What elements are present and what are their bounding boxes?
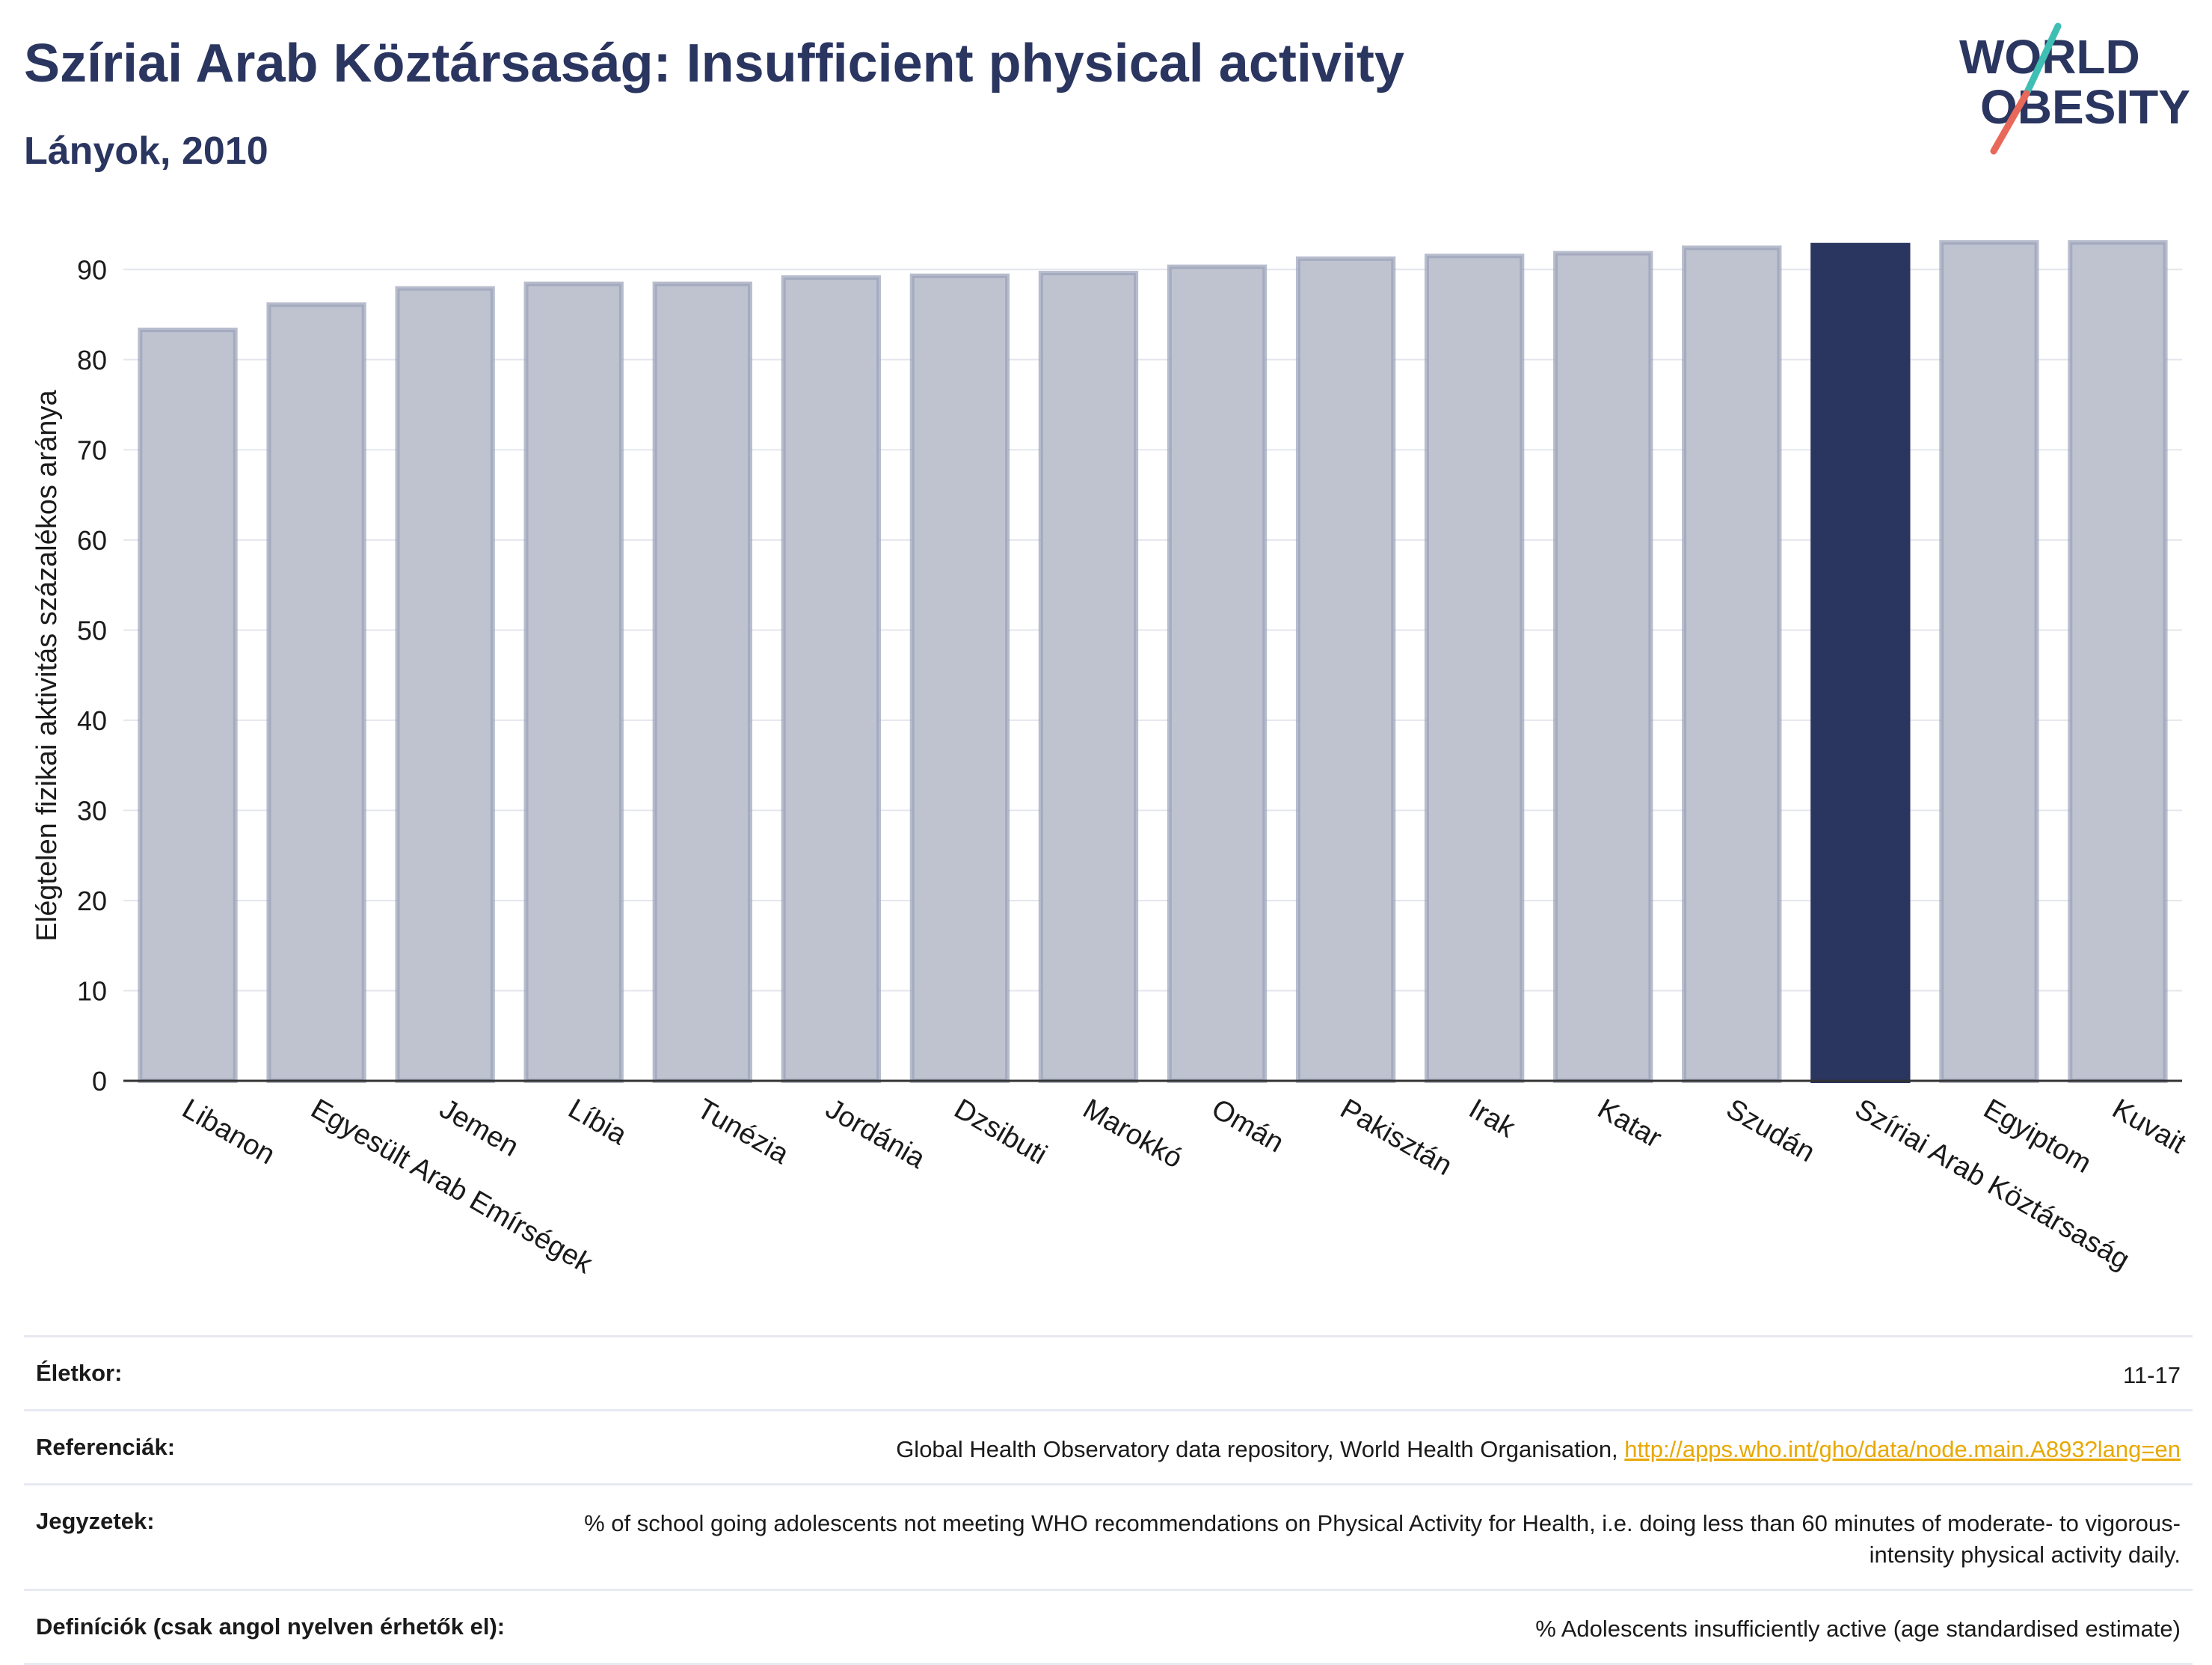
x-tick-label: Pakisztán xyxy=(1335,1093,1457,1182)
x-tick-label: Katar xyxy=(1592,1093,1667,1154)
footer-label-references: Referenciák: xyxy=(36,1434,176,1460)
x-tick-label: Szudán xyxy=(1721,1093,1820,1168)
x-tick-label: Dzsibuti xyxy=(949,1093,1052,1171)
bar-6[interactable] xyxy=(909,273,1010,1084)
bar-5[interactable] xyxy=(781,275,882,1084)
x-tick-label: Jordánia xyxy=(820,1093,931,1175)
bar-7[interactable] xyxy=(1038,271,1139,1083)
x-tick-label: Omán xyxy=(1206,1093,1289,1159)
y-tick-label: 40 xyxy=(77,705,107,736)
footer-value-definitions: % Adolescents insufficiently active (age… xyxy=(1535,1616,2181,1642)
x-tick-label: Jemen xyxy=(434,1093,524,1162)
references-link[interactable]: http://apps.who.int/gho/data/node.main.A… xyxy=(1624,1436,2181,1462)
bar-11[interactable] xyxy=(1553,251,1653,1083)
chart-subtitle: Lányok, 2010 xyxy=(24,129,268,173)
x-tick-label: Tunézia xyxy=(692,1093,795,1171)
y-tick-labels: 0 10 20 30 40 50 60 70 80 90 xyxy=(77,254,107,1097)
x-tick-label: Líbia xyxy=(563,1093,633,1151)
footer-label-age: Életkor: xyxy=(36,1360,123,1386)
bar-14[interactable] xyxy=(1939,240,2039,1084)
y-tick-label: 90 xyxy=(77,254,107,285)
bar-10[interactable] xyxy=(1424,254,1525,1083)
bar-2[interactable] xyxy=(395,286,495,1083)
chart-footer: Életkor: 11-17 Referenciák: Global Healt… xyxy=(24,1335,2193,1665)
y-axis-label: Elégtelen fizikai aktivitás százalékos a… xyxy=(31,390,63,942)
y-tick-label: 30 xyxy=(77,795,107,826)
y-tick-label: 20 xyxy=(77,886,107,916)
footer-row-definitions: Definíciók (csak angol nyelven érhetők e… xyxy=(24,1589,2193,1665)
bar-13[interactable] xyxy=(1810,242,1911,1083)
y-tick-label: 80 xyxy=(77,345,107,375)
footer-row-references: Referenciák: Global Health Observatory d… xyxy=(24,1409,2193,1483)
y-tick-label: 70 xyxy=(77,435,107,465)
footer-value-age: 11-17 xyxy=(2123,1362,2181,1388)
bars xyxy=(138,240,2168,1084)
bar-15[interactable] xyxy=(2068,240,2168,1084)
bar-12[interactable] xyxy=(1682,245,1782,1084)
bar-0[interactable] xyxy=(138,328,238,1083)
footer-value-notes: % of school going adolescents not meetin… xyxy=(584,1510,2181,1568)
x-tick-label: Egyiptom xyxy=(1978,1093,2096,1180)
footer-value-references: Global Health Observatory data repositor… xyxy=(896,1434,2181,1465)
chart-title: Szíriai Arab Köztársaság: Insufficient p… xyxy=(24,34,1404,93)
y-tick-label: 60 xyxy=(77,525,107,556)
logo-slash-red xyxy=(1990,90,2030,155)
x-tick-label: Irak xyxy=(1463,1093,1521,1144)
logo-slash-teal xyxy=(2023,22,2062,97)
bar-9[interactable] xyxy=(1295,256,1396,1083)
x-tick-label: Marokkó xyxy=(1078,1093,1188,1174)
y-tick-label: 0 xyxy=(92,1066,107,1097)
x-tick-label: Libanon xyxy=(177,1093,280,1171)
world-obesity-logo: WORLD OBESITY xyxy=(1959,22,2190,155)
y-tick-label: 50 xyxy=(77,615,107,646)
footer-row-age: Életkor: 11-17 xyxy=(24,1335,2193,1409)
bar-3[interactable] xyxy=(523,281,624,1083)
y-tick-label: 10 xyxy=(77,975,107,1006)
footer-row-notes: Jegyzetek: % of school going adolescents… xyxy=(24,1483,2193,1589)
bar-1[interactable] xyxy=(266,302,366,1083)
footer-label-definitions: Definíciók (csak angol nyelven érhetők e… xyxy=(36,1613,506,1640)
bar-8[interactable] xyxy=(1167,264,1268,1084)
footer-label-notes: Jegyzetek: xyxy=(36,1508,155,1534)
references-text: Global Health Observatory data repositor… xyxy=(896,1436,1625,1462)
x-tick-label: Kuvait xyxy=(2107,1093,2191,1159)
bar-4[interactable] xyxy=(652,281,752,1083)
